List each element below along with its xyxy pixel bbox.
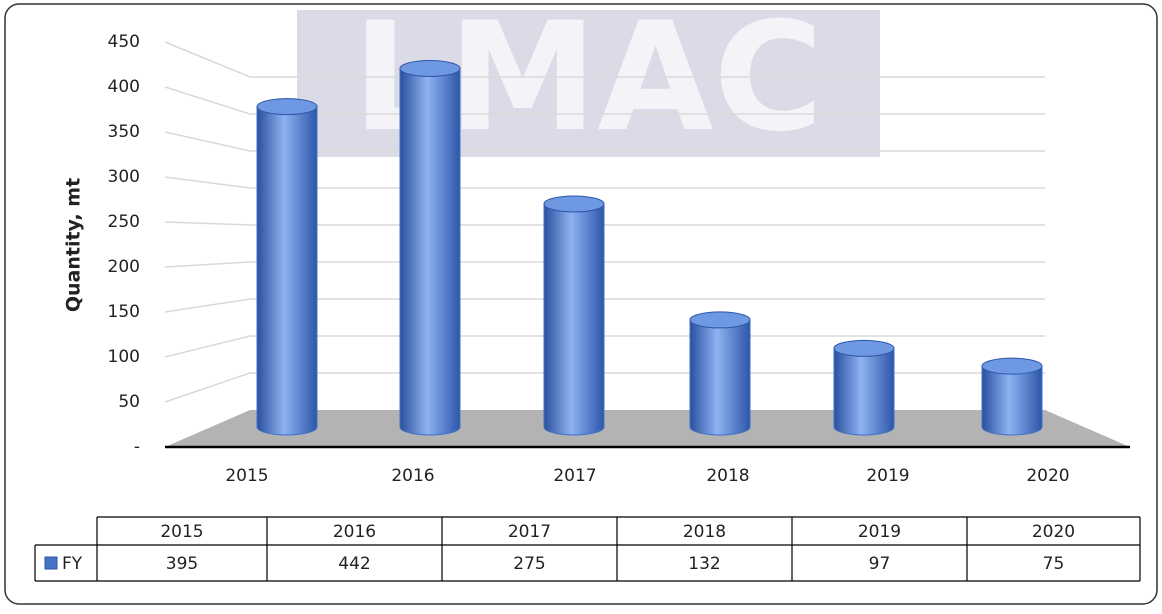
x-tick-label: 2019 [866, 466, 909, 486]
legend-label: FY [62, 554, 83, 574]
bar [544, 204, 604, 435]
x-tick-label: 2016 [391, 466, 434, 486]
y-tick-label: 150 [108, 302, 140, 322]
table-header: 2018 [683, 522, 726, 542]
bar-top [982, 358, 1042, 374]
y-tick-label: 250 [108, 212, 140, 232]
y-tick-label: 400 [108, 77, 140, 97]
y-axis-title: Quantity, mt [63, 178, 85, 312]
y-tick-label: - [134, 437, 140, 457]
table-header: 2017 [508, 522, 551, 542]
bar-top [690, 312, 750, 328]
y-tick-label: 450 [108, 32, 140, 52]
x-tick-label: 2020 [1026, 466, 1069, 486]
bar-top [400, 60, 460, 76]
x-tick-label: 2018 [706, 466, 749, 486]
table-value: 97 [869, 554, 891, 574]
y-tick-label: 50 [118, 392, 140, 412]
bar [690, 320, 750, 435]
table-header: 2016 [333, 522, 376, 542]
bar [982, 366, 1042, 435]
y-tick-label: 300 [108, 167, 140, 187]
table-value: 395 [166, 554, 198, 574]
bar-top [544, 196, 604, 212]
chart: LMAC Quantity, mt -501001502002503003504… [0, 0, 1162, 610]
table-value: 275 [513, 554, 545, 574]
table-header: 2020 [1032, 522, 1075, 542]
bar [834, 348, 894, 435]
bar [400, 68, 460, 435]
table-header: 2019 [858, 522, 901, 542]
table-value: 75 [1043, 554, 1065, 574]
table-header: 2015 [160, 522, 203, 542]
table-value: 132 [688, 554, 720, 574]
x-tick-label: 2017 [553, 466, 596, 486]
x-tick-label: 2015 [225, 466, 268, 486]
y-tick-label: 200 [108, 257, 140, 277]
bar [257, 107, 317, 435]
y-tick-label: 100 [108, 347, 140, 367]
bar-top [257, 99, 317, 115]
bar-top [834, 340, 894, 356]
legend-swatch [45, 557, 57, 569]
y-tick-label: 350 [108, 122, 140, 142]
table-value: 442 [338, 554, 370, 574]
